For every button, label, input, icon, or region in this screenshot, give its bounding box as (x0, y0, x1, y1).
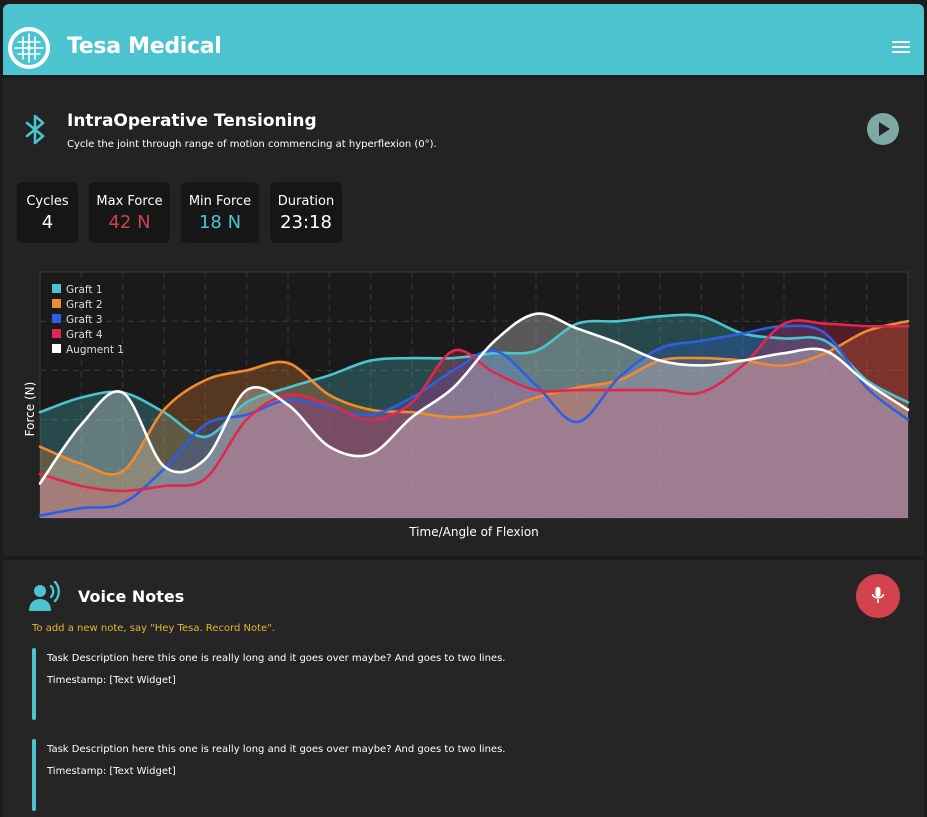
series-line-5 (38, 312, 910, 485)
legend-label: Graft 3 (66, 314, 103, 326)
force-chart-svg: Graft 1 Graft 2 Graft 3 Graft 4 Augment 1 Tim… (23, 271, 910, 539)
stat-card-min-force: Min Force 18 N (181, 182, 259, 243)
stat-label: Duration (277, 194, 335, 209)
series-line-4 (38, 319, 910, 493)
voice-notes-title: Voice Notes (78, 587, 185, 606)
note-timestamp: Timestamp: [Text Widget] (47, 766, 176, 777)
microphone-icon (871, 587, 885, 603)
series-line-2 (38, 319, 910, 476)
tesa-logo-icon (8, 27, 50, 69)
voice-note-item[interactable]: Task Description here this one is really… (32, 739, 902, 811)
series-area-2 (40, 321, 908, 518)
voice-notes-panel (3, 560, 924, 817)
note-accent-bar (32, 739, 36, 811)
bluetooth-icon (24, 113, 48, 151)
voice-speaker-icon (27, 580, 63, 617)
stat-card-max-force: Max Force 42 N (89, 182, 170, 243)
legend-label: Augment 1 (66, 344, 124, 356)
stat-value: 18 N (198, 212, 242, 233)
legend-label: Graft 2 (66, 299, 103, 311)
note-description: Task Description here this one is really… (47, 744, 506, 755)
stat-label: Max Force (96, 194, 163, 209)
x-axis-label: Time/Angle of Flexion (408, 525, 539, 539)
app-title: Tesa Medical (67, 34, 222, 59)
top-app-bar (3, 4, 924, 75)
legend-label: Graft 4 (66, 329, 103, 341)
legend-swatch (52, 299, 61, 308)
stat-card-cycles: Cycles 4 (17, 182, 78, 243)
legend-swatch (52, 329, 61, 338)
legend-label: Graft 1 (66, 284, 103, 296)
series-area-4 (40, 320, 908, 518)
legend-swatch (52, 344, 61, 353)
note-timestamp: Timestamp: [Text Widget] (47, 675, 176, 686)
stat-card-duration: Duration 23:18 (270, 182, 342, 243)
plot-area (39, 271, 909, 519)
procedure-title: IntraOperative Tensioning (67, 111, 317, 131)
stat-value: 23:18 (280, 212, 332, 233)
note-accent-bar (32, 648, 36, 720)
series-area-3 (40, 325, 908, 518)
play-button[interactable] (867, 113, 899, 145)
play-icon (879, 122, 890, 136)
note-description: Task Description here this one is really… (47, 653, 506, 664)
y-axis-label: Force (N) (23, 382, 37, 437)
voice-notes-hint: To add a new note, say "Hey Tesa. Record… (32, 623, 275, 634)
stat-label: Min Force (188, 194, 252, 209)
stat-value: 4 (41, 212, 54, 233)
force-chart: Graft 1 Graft 2 Graft 3 Graft 4 Augment 1 Tim… (18, 268, 913, 548)
procedure-subtitle: Cycle the joint through range of motion … (67, 139, 437, 150)
hamburger-menu-icon[interactable] (892, 41, 910, 55)
record-note-button[interactable] (856, 574, 900, 618)
series-line-3 (38, 324, 910, 517)
voice-note-item[interactable]: Task Description here this one is really… (32, 648, 902, 720)
stat-label: Cycles (26, 194, 69, 209)
stat-value: 42 N (108, 212, 151, 233)
legend-swatch (52, 314, 61, 323)
legend-swatch (52, 284, 61, 293)
